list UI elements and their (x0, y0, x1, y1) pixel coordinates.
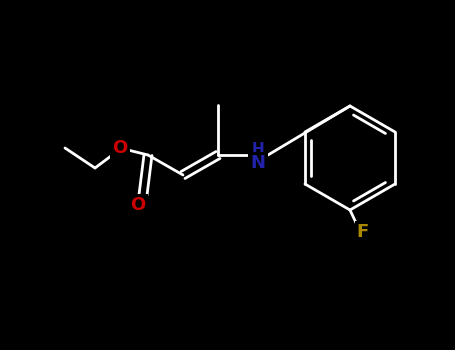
Text: N: N (251, 154, 266, 172)
Text: F: F (357, 223, 369, 241)
Text: O: O (131, 196, 146, 214)
Text: H: H (252, 142, 264, 158)
Text: O: O (112, 139, 127, 157)
